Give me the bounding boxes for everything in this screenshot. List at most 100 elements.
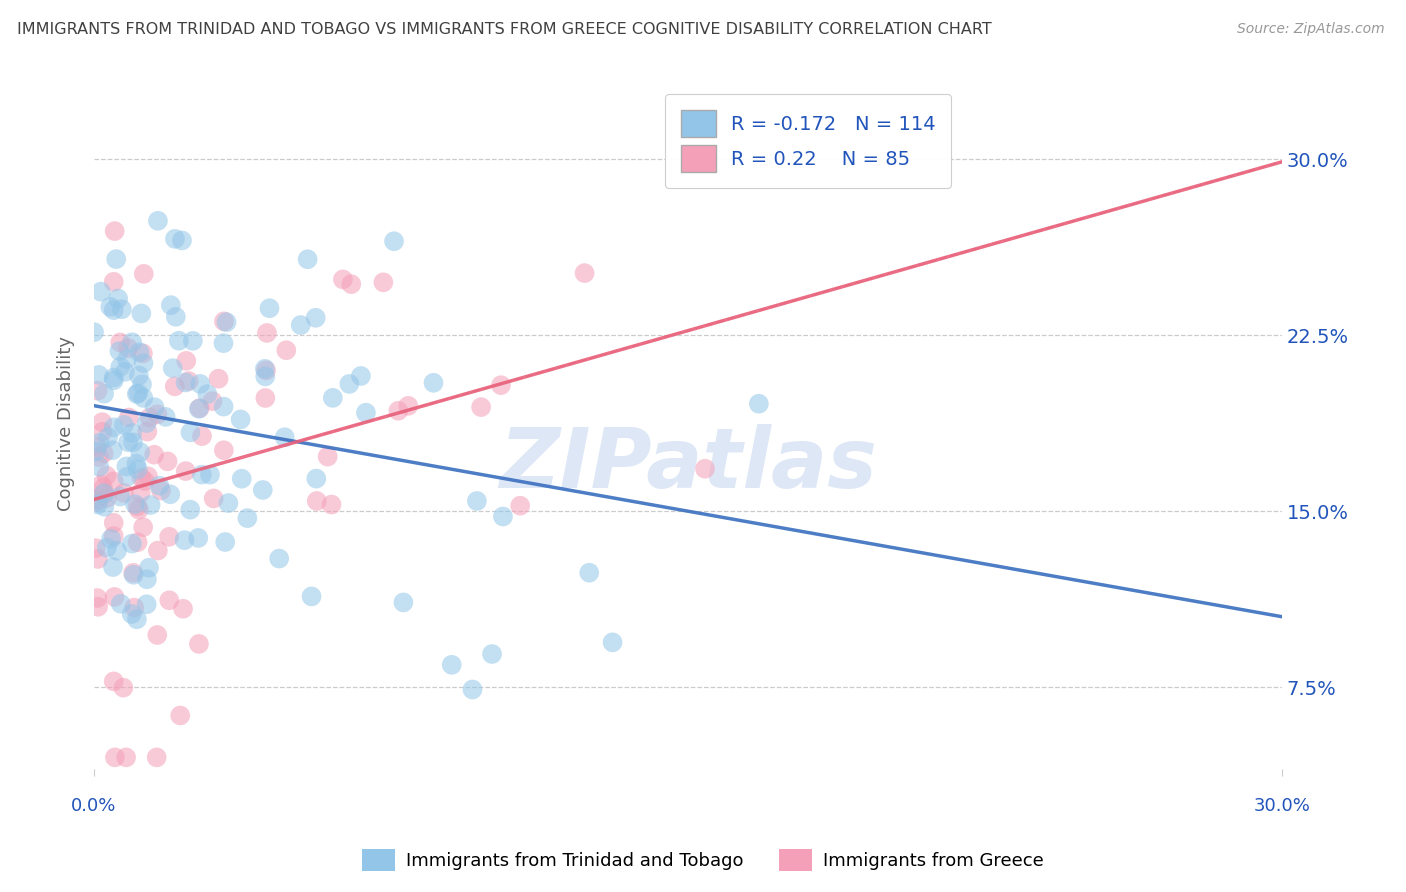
Immigrants from Trinidad and Tobago [236,511,259,525]
Immigrants from Trinidad and Tobago [124,497,146,511]
Immigrants from Trinidad and Tobago [87,497,110,511]
Immigrants from Trinidad and Tobago [382,234,405,248]
Immigrants from Trinidad and Tobago [170,234,193,248]
Immigrants from Greece [118,410,141,425]
Immigrants from Greece [157,530,180,544]
Immigrants from Trinidad and Tobago [322,391,344,405]
Immigrants from Trinidad and Tobago [578,566,600,580]
Immigrants from Greece [112,486,135,500]
Immigrants from Greece [84,541,107,556]
Immigrants from Trinidad and Tobago [481,647,503,661]
Immigrants from Trinidad and Tobago [297,252,319,267]
Text: 0.0%: 0.0% [72,797,117,814]
Immigrants from Trinidad and Tobago [179,502,201,516]
Immigrants from Greece [103,516,125,530]
Immigrants from Greece [693,461,716,475]
Immigrants from Trinidad and Tobago [128,368,150,383]
Immigrants from Greece [127,535,149,549]
Immigrants from Trinidad and Tobago [105,252,128,266]
Immigrants from Trinidad and Tobago [139,498,162,512]
Immigrants from Greece [146,543,169,558]
Immigrants from Trinidad and Tobago [214,535,236,549]
Immigrants from Trinidad and Tobago [162,361,184,376]
Immigrants from Greece [115,750,138,764]
Immigrants from Trinidad and Tobago [107,292,129,306]
Immigrants from Greece [128,502,150,516]
Immigrants from Greece [103,275,125,289]
Immigrants from Greece [188,401,211,416]
Immigrants from Trinidad and Tobago [112,417,135,432]
Immigrants from Trinidad and Tobago [259,301,281,316]
Immigrants from Trinidad and Tobago [110,597,132,611]
Immigrants from Greece [134,474,156,488]
Immigrants from Trinidad and Tobago [96,541,118,555]
Immigrants from Greece [117,341,139,355]
Immigrants from Greece [87,599,110,614]
Immigrants from Trinidad and Tobago [115,352,138,367]
Immigrants from Trinidad and Tobago [465,494,488,508]
Immigrants from Trinidad and Tobago [179,425,201,440]
Immigrants from Trinidad and Tobago [125,457,148,471]
Immigrants from Trinidad and Tobago [215,315,238,329]
Immigrants from Trinidad and Tobago [90,285,112,299]
Immigrants from Trinidad and Tobago [163,232,186,246]
Immigrants from Trinidad and Tobago [108,344,131,359]
Immigrants from Trinidad and Tobago [492,509,515,524]
Immigrants from Trinidad and Tobago [135,597,157,611]
Immigrants from Trinidad and Tobago [98,300,121,314]
Immigrants from Trinidad and Tobago [103,420,125,434]
Immigrants from Greece [470,400,492,414]
Immigrants from Greece [103,674,125,689]
Immigrants from Greece [86,440,108,454]
Immigrants from Greece [146,628,169,642]
Immigrants from Greece [509,499,531,513]
Immigrants from Greece [316,450,339,464]
Immigrants from Greece [187,637,209,651]
Immigrants from Trinidad and Tobago [114,365,136,379]
Immigrants from Greece [91,415,114,429]
Immigrants from Trinidad and Tobago [602,635,624,649]
Immigrants from Trinidad and Tobago [188,376,211,391]
Immigrants from Greece [212,314,235,328]
Immigrants from Trinidad and Tobago [181,334,204,348]
Immigrants from Greece [90,477,112,491]
Immigrants from Greece [191,429,214,443]
Immigrants from Trinidad and Tobago [110,490,132,504]
Immigrants from Trinidad and Tobago [146,214,169,228]
Immigrants from Greece [157,593,180,607]
Immigrants from Trinidad and Tobago [125,612,148,626]
Immigrants from Trinidad and Tobago [89,435,111,450]
Immigrants from Greece [373,275,395,289]
Immigrants from Trinidad and Tobago [165,310,187,324]
Immigrants from Greece [489,378,512,392]
Immigrants from Trinidad and Tobago [187,531,209,545]
Immigrants from Trinidad and Tobago [129,445,152,459]
Immigrants from Trinidad and Tobago [392,595,415,609]
Immigrants from Trinidad and Tobago [115,459,138,474]
Immigrants from Trinidad and Tobago [127,386,149,401]
Immigrants from Trinidad and Tobago [103,373,125,387]
Immigrants from Trinidad and Tobago [131,377,153,392]
Immigrants from Greece [574,266,596,280]
Immigrants from Greece [207,372,229,386]
Immigrants from Trinidad and Tobago [337,376,360,391]
Immigrants from Greece [136,425,159,439]
Immigrants from Greece [87,494,110,508]
Immigrants from Greece [122,566,145,580]
Immigrants from Greece [332,272,354,286]
Immigrants from Trinidad and Tobago [101,560,124,574]
Immigrants from Greece [174,354,197,368]
Immigrants from Trinidad and Tobago [148,478,170,492]
Immigrants from Trinidad and Tobago [290,318,312,332]
Immigrants from Trinidad and Tobago [103,370,125,384]
Immigrants from Trinidad and Tobago [122,567,145,582]
Immigrants from Greece [387,403,409,417]
Immigrants from Greece [276,343,298,358]
Y-axis label: Cognitive Disability: Cognitive Disability [58,335,75,511]
Immigrants from Trinidad and Tobago [217,496,239,510]
Text: ZIPatlas: ZIPatlas [499,425,877,505]
Immigrants from Trinidad and Tobago [229,412,252,426]
Immigrants from Greece [122,600,145,615]
Immigrants from Trinidad and Tobago [121,335,143,350]
Immigrants from Greece [104,750,127,764]
